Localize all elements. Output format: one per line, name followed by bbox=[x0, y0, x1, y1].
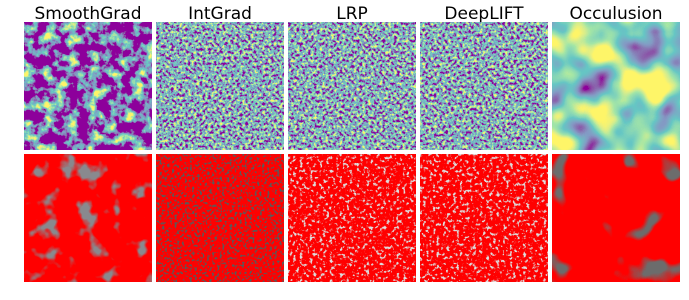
column-title: SmoothGrad bbox=[35, 4, 142, 24]
column-title: LRP bbox=[336, 4, 368, 24]
saliency-map bbox=[552, 22, 680, 150]
masked-region bbox=[288, 154, 416, 282]
masked-region bbox=[552, 154, 680, 282]
masked-region bbox=[420, 154, 548, 282]
saliency-map bbox=[420, 22, 548, 150]
masked-region bbox=[156, 154, 284, 282]
column-title: IntGrad bbox=[188, 4, 252, 24]
column-title: Occulusion bbox=[569, 4, 662, 24]
saliency-map bbox=[156, 22, 284, 150]
saliency-map bbox=[24, 22, 152, 150]
saliency-map bbox=[288, 22, 416, 150]
column-title: DeepLIFT bbox=[444, 4, 524, 24]
masked-region bbox=[24, 154, 152, 282]
